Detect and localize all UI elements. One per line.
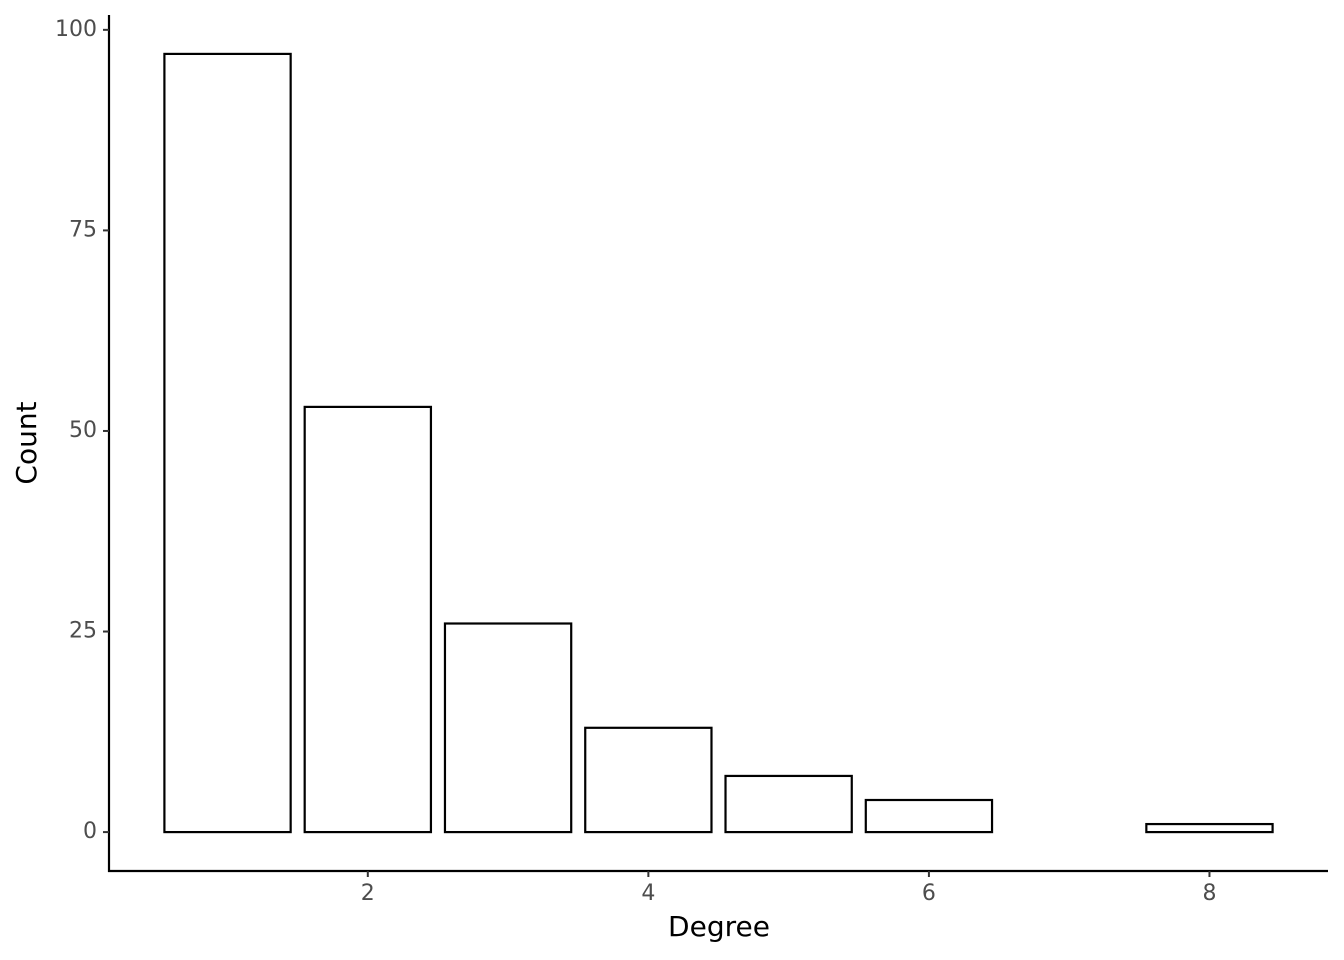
x-axis-title: Degree xyxy=(668,910,770,943)
bar xyxy=(584,726,713,834)
bar xyxy=(443,622,573,834)
bar xyxy=(724,774,853,834)
y-tick-label: 50 xyxy=(69,418,97,443)
x-tick-label: 8 xyxy=(1202,881,1216,906)
bar xyxy=(864,798,994,834)
y-tick-label: 25 xyxy=(69,619,97,644)
y-tick-label: 0 xyxy=(83,819,97,844)
y-tick-label: 100 xyxy=(55,17,97,42)
x-tick-label: 4 xyxy=(641,881,655,906)
x-tick-label: 6 xyxy=(922,881,936,906)
bar xyxy=(303,405,433,834)
bar xyxy=(163,52,292,834)
x-tick-label: 2 xyxy=(361,881,375,906)
y-axis-title: Count xyxy=(10,401,43,484)
bar xyxy=(1145,822,1274,834)
y-tick-label: 75 xyxy=(69,217,97,242)
